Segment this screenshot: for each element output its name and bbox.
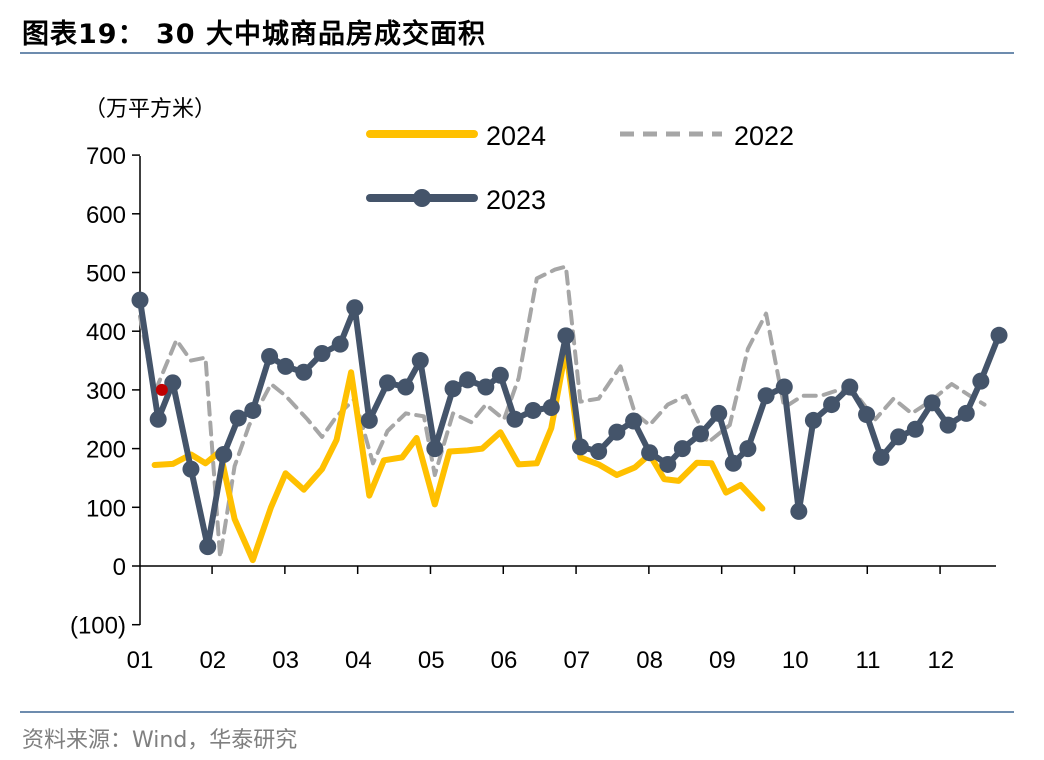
series-2023-point [426, 440, 444, 458]
series-2023-point [625, 412, 643, 430]
series-2023-point [990, 326, 1008, 344]
x-tick-label: 03 [272, 647, 299, 674]
chart-axes [132, 154, 996, 626]
series-2023-point [557, 327, 575, 345]
series-2023-point [923, 394, 941, 412]
series-2023-point [673, 440, 691, 458]
series-2023-point [641, 444, 659, 462]
series-2023-point [790, 502, 808, 520]
series-2023-point [477, 378, 495, 396]
series-2023-point [444, 380, 462, 398]
series-2023-point [313, 345, 331, 363]
x-tick-label: 08 [636, 647, 663, 674]
series-2023-point [491, 366, 509, 384]
series-2023-point [295, 363, 313, 381]
y-tick-label: 200 [86, 437, 126, 464]
series-2023-point [164, 374, 182, 392]
series-2023-point [131, 291, 149, 309]
x-tick-label: 04 [345, 647, 372, 674]
highlight-point [155, 383, 168, 396]
series-2023-point [182, 460, 200, 478]
series-2023-point [261, 347, 279, 365]
x-tick-label: 07 [563, 647, 590, 674]
legend-2022-label: 2022 [734, 121, 794, 151]
series-2023-point [858, 406, 876, 424]
series-2023-point [397, 378, 415, 396]
footer-rule [20, 711, 1014, 713]
x-tick-label: 12 [927, 647, 954, 674]
legend-2023-label: 2023 [486, 185, 546, 215]
series-layer [131, 264, 1008, 564]
x-tick-label: 10 [782, 647, 809, 674]
series-2023-point [775, 378, 793, 396]
series-2023-point [890, 428, 908, 446]
series-2023-point [331, 335, 349, 353]
series-2023-point [739, 440, 757, 458]
title-rule [20, 52, 1014, 54]
series-2023-point [360, 411, 378, 429]
series-2023-point [244, 401, 262, 419]
series-2023-point [571, 438, 589, 456]
legend-2024-label: 2024 [486, 121, 546, 151]
x-tick-label: 02 [199, 647, 226, 674]
y-tick-label: 300 [86, 378, 126, 405]
series-2023-point [724, 454, 742, 472]
y-unit-label: （万平方米） [84, 97, 216, 122]
series-2023-point [939, 416, 957, 434]
series-2023-point [692, 425, 710, 443]
series-2023-point [659, 455, 677, 473]
series-2023-point [506, 410, 524, 428]
series-2023-point [757, 387, 775, 405]
series-2023-point [608, 423, 626, 441]
series-2024-line [151, 345, 766, 564]
series-2023-point [590, 443, 608, 461]
series-2023-point [524, 401, 542, 419]
series-2023-point [957, 404, 975, 422]
series-2023-point [459, 371, 477, 389]
series-2023-point [906, 420, 924, 438]
figure-title: 图表19： 30 大中城商品房成交面积 [22, 19, 486, 50]
tick-labels: (100) 0 100 200 300 400 500 600 700 01 02 03 04 05 06 0… [70, 143, 954, 674]
series-2023-point [872, 448, 890, 466]
series-2023-point [542, 399, 560, 417]
series-2023-point [277, 357, 295, 375]
series-2023-point [411, 352, 429, 370]
series-2023-point [823, 396, 841, 414]
y-tick-label: 400 [86, 319, 126, 346]
series-2023-point [149, 410, 167, 428]
y-tick-label: 0 [113, 554, 126, 581]
x-tick-label: 06 [491, 647, 518, 674]
line-chart: (100) 0 100 200 300 400 500 600 700 01 02 03 04 05 06 0… [70, 97, 1008, 674]
y-tick-label: 100 [86, 495, 126, 522]
series-2023-point [972, 372, 990, 390]
series-2022-line [138, 264, 987, 560]
chart-legend: 2024 2022 2023 [366, 121, 794, 215]
series-2023-point [710, 404, 728, 422]
source-note: 资料来源：Wind，华泰研究 [22, 728, 298, 753]
x-tick-label: 05 [418, 647, 445, 674]
y-tick-label: 600 [86, 202, 126, 229]
x-tick-label: 09 [709, 647, 736, 674]
series-2023-point [804, 411, 822, 429]
series-2023-point [199, 538, 217, 556]
y-tick-label: 500 [86, 261, 126, 288]
legend-2023-marker [413, 189, 431, 207]
series-2023-point [346, 299, 364, 317]
series-2023-point [379, 374, 397, 392]
series-2023-point [229, 409, 247, 427]
y-tick-label: 700 [86, 143, 126, 170]
series-2023-point [841, 378, 859, 396]
x-tick-label: 11 [856, 647, 881, 674]
x-tick-label: 01 [127, 647, 154, 674]
series-2023-point [215, 445, 233, 463]
y-tick-label: (100) [70, 613, 126, 640]
